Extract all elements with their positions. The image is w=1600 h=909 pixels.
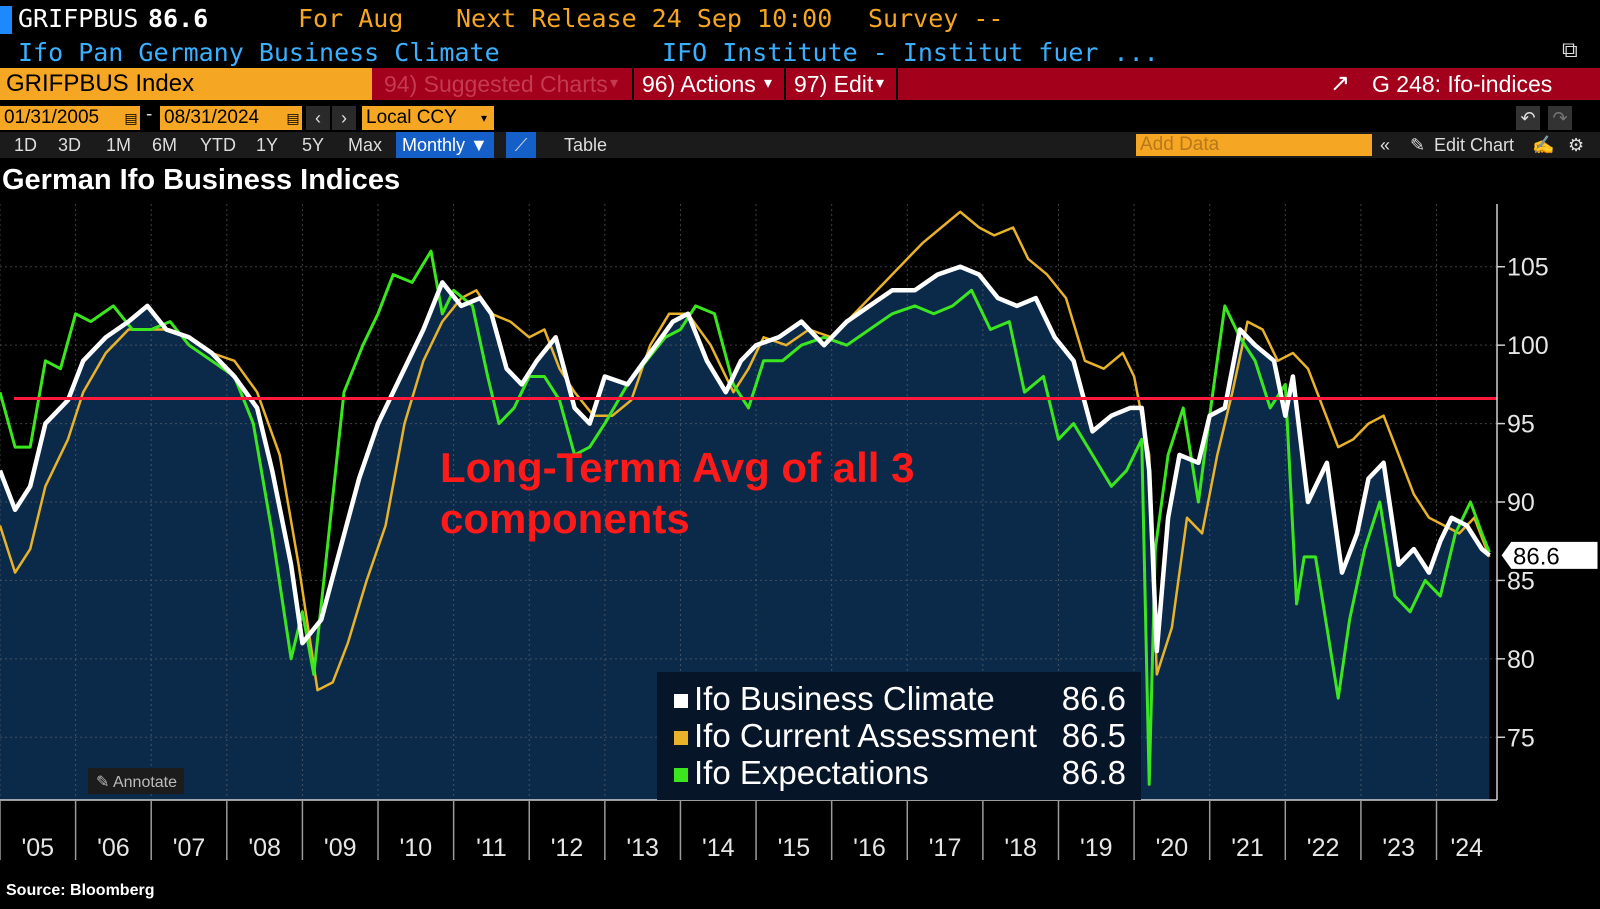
x-tick-label: '07 [173,834,206,862]
last-value-label: 86.6 [1513,543,1560,570]
annotation-line-1: Long-Termn Avg of all 3 [440,444,914,491]
chart-source: Source: Bloomberg [6,882,154,900]
legend: Ifo Business Climate 86.6 Ifo Current Asse… [657,672,1141,800]
x-tick-label: '14 [702,834,735,862]
y-tick-label: 100 [1507,332,1549,360]
legend-swatch [674,694,688,708]
x-tick-label: '17 [929,834,962,862]
legend-value: 86.6 [1062,680,1126,717]
legend-label: Ifo Expectations [694,754,929,791]
legend-swatch [674,731,688,745]
legend-swatch [674,768,688,782]
legend-label: Ifo Current Assessment [694,717,1037,754]
x-tick-label: '16 [853,834,886,862]
x-tick-label: '21 [1231,834,1264,862]
x-tick-label: '09 [324,834,357,862]
legend-value: 86.5 [1062,717,1126,754]
x-tick-label: '20 [1156,834,1189,862]
y-tick-label: 105 [1507,254,1549,282]
x-tick-label: '13 [626,834,659,862]
x-tick-label: '24 [1450,834,1483,862]
y-tick-label: 80 [1507,646,1535,674]
annotate-button[interactable]: ✎ Annotate [88,768,184,794]
x-tick-label: '10 [400,834,433,862]
x-tick-label: '11 [476,834,507,862]
x-tick-label: '05 [22,834,55,862]
x-tick-label: '22 [1307,834,1340,862]
x-tick-label: '15 [778,834,811,862]
annotate-button-label: ✎ Annotate [96,774,177,791]
x-tick-label: '08 [248,834,281,862]
x-tick-label: '06 [97,834,130,862]
legend-value: 86.8 [1062,754,1126,791]
x-tick-label: '23 [1382,834,1415,862]
x-tick-label: '12 [551,834,584,862]
y-tick-label: 85 [1507,567,1535,595]
y-tick-label: 90 [1507,489,1535,517]
legend-label: Ifo Business Climate [694,680,995,717]
x-tick-label: '18 [1004,834,1037,862]
y-tick-label: 95 [1507,411,1535,439]
annotation-line-2: components [440,495,690,542]
y-tick-label: 75 [1507,724,1535,752]
x-tick-label: '19 [1080,834,1113,862]
